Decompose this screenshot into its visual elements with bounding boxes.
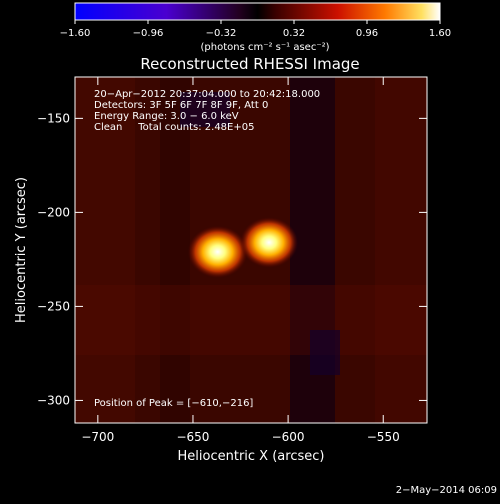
colorbar-gradient [75,3,440,20]
chart-title: Reconstructed RHESSI Image [140,55,359,73]
colorbar-tick-label: −0.32 [206,28,237,39]
colorbar-tick-label: −0.96 [133,28,164,39]
colorbar-frame [74,2,441,21]
colorbar-tick-label: 0.32 [283,28,305,39]
colorbar-unit-label: (photons cm⁻² s⁻¹ asec⁻²) [200,42,329,53]
info-line: Clean Total counts: 2.48E+05 [94,122,254,133]
colorbar-tick-label: 0.96 [356,28,378,39]
colorbar: −1.60 −0.96 −0.32 0.32 0.96 1.60 (photons cm⁻… [60,2,451,53]
colorbar-ticks: −1.60 −0.96 −0.32 0.32 0.96 1.60 [60,20,451,39]
plot-frame [74,76,428,424]
x-axis-label: Heliocentric X (arcsec) [178,449,325,464]
heatmap-image [75,77,427,423]
x-tick-label: −550 [367,430,400,444]
x-axis-ticks: −700 −650 −600 −550 [81,77,400,444]
plot-area: −700 −650 −600 −550 −150 −200 −250 −300 20−Apr… [37,76,428,444]
x-tick-label: −600 [272,430,305,444]
info-line: Energy Range: 3.0 − 6.0 keV [94,111,239,122]
colorbar-tick-label: −1.60 [60,28,91,39]
info-block: 20−Apr−2012 20:37:04.000 to 20:42:18.000… [94,89,320,133]
colorbar-tick-label: 1.60 [429,28,451,39]
y-tick-label: −300 [37,393,70,407]
timestamp: 2−May−2014 06:09 [396,485,497,496]
x-tick-label: −700 [81,430,114,444]
y-tick-label: −150 [37,111,70,125]
y-axis-ticks: −150 −200 −250 −300 [37,111,427,407]
y-axis-label: Heliocentric Y (arcsec) [14,177,29,323]
info-line: Detectors: 3F 5F 6F 7F 8F 9F, Att 0 [94,100,268,111]
flare-source [187,225,248,278]
y-tick-label: −200 [37,205,70,219]
flare-source [240,217,299,268]
info-line: 20−Apr−2012 20:37:04.000 to 20:42:18.000 [94,89,320,100]
x-tick-label: −650 [176,430,209,444]
peak-position-label: Position of Peak = [−610,−216] [94,398,253,409]
y-tick-label: −250 [37,299,70,313]
flare-sources [187,217,299,278]
